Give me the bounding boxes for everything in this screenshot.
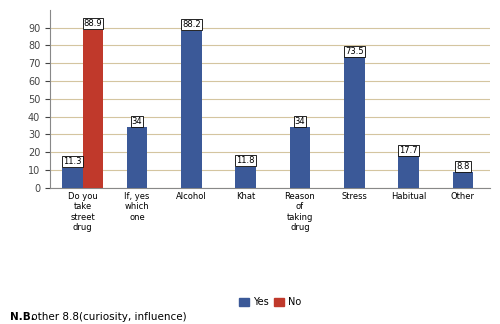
Text: 88.9: 88.9: [84, 19, 102, 28]
Bar: [344, 57, 364, 188]
Bar: [290, 127, 310, 188]
Text: 8.8: 8.8: [456, 162, 469, 171]
Bar: [398, 156, 419, 188]
Text: 34: 34: [294, 117, 305, 126]
Bar: [82, 29, 103, 188]
Bar: [452, 172, 473, 188]
Bar: [126, 127, 147, 188]
Text: 34: 34: [132, 117, 142, 126]
Bar: [62, 168, 82, 188]
Text: 11.8: 11.8: [236, 156, 255, 166]
Text: 73.5: 73.5: [345, 47, 364, 55]
Bar: [235, 167, 256, 188]
Legend: Yes, No: Yes, No: [235, 294, 305, 311]
Text: other 8.8(curiosity, influence): other 8.8(curiosity, influence): [28, 312, 186, 322]
Text: 11.3: 11.3: [63, 157, 82, 166]
Text: 88.2: 88.2: [182, 20, 201, 29]
Text: 17.7: 17.7: [399, 146, 418, 155]
Bar: [181, 31, 202, 188]
Text: N.B.: N.B.: [10, 312, 35, 322]
